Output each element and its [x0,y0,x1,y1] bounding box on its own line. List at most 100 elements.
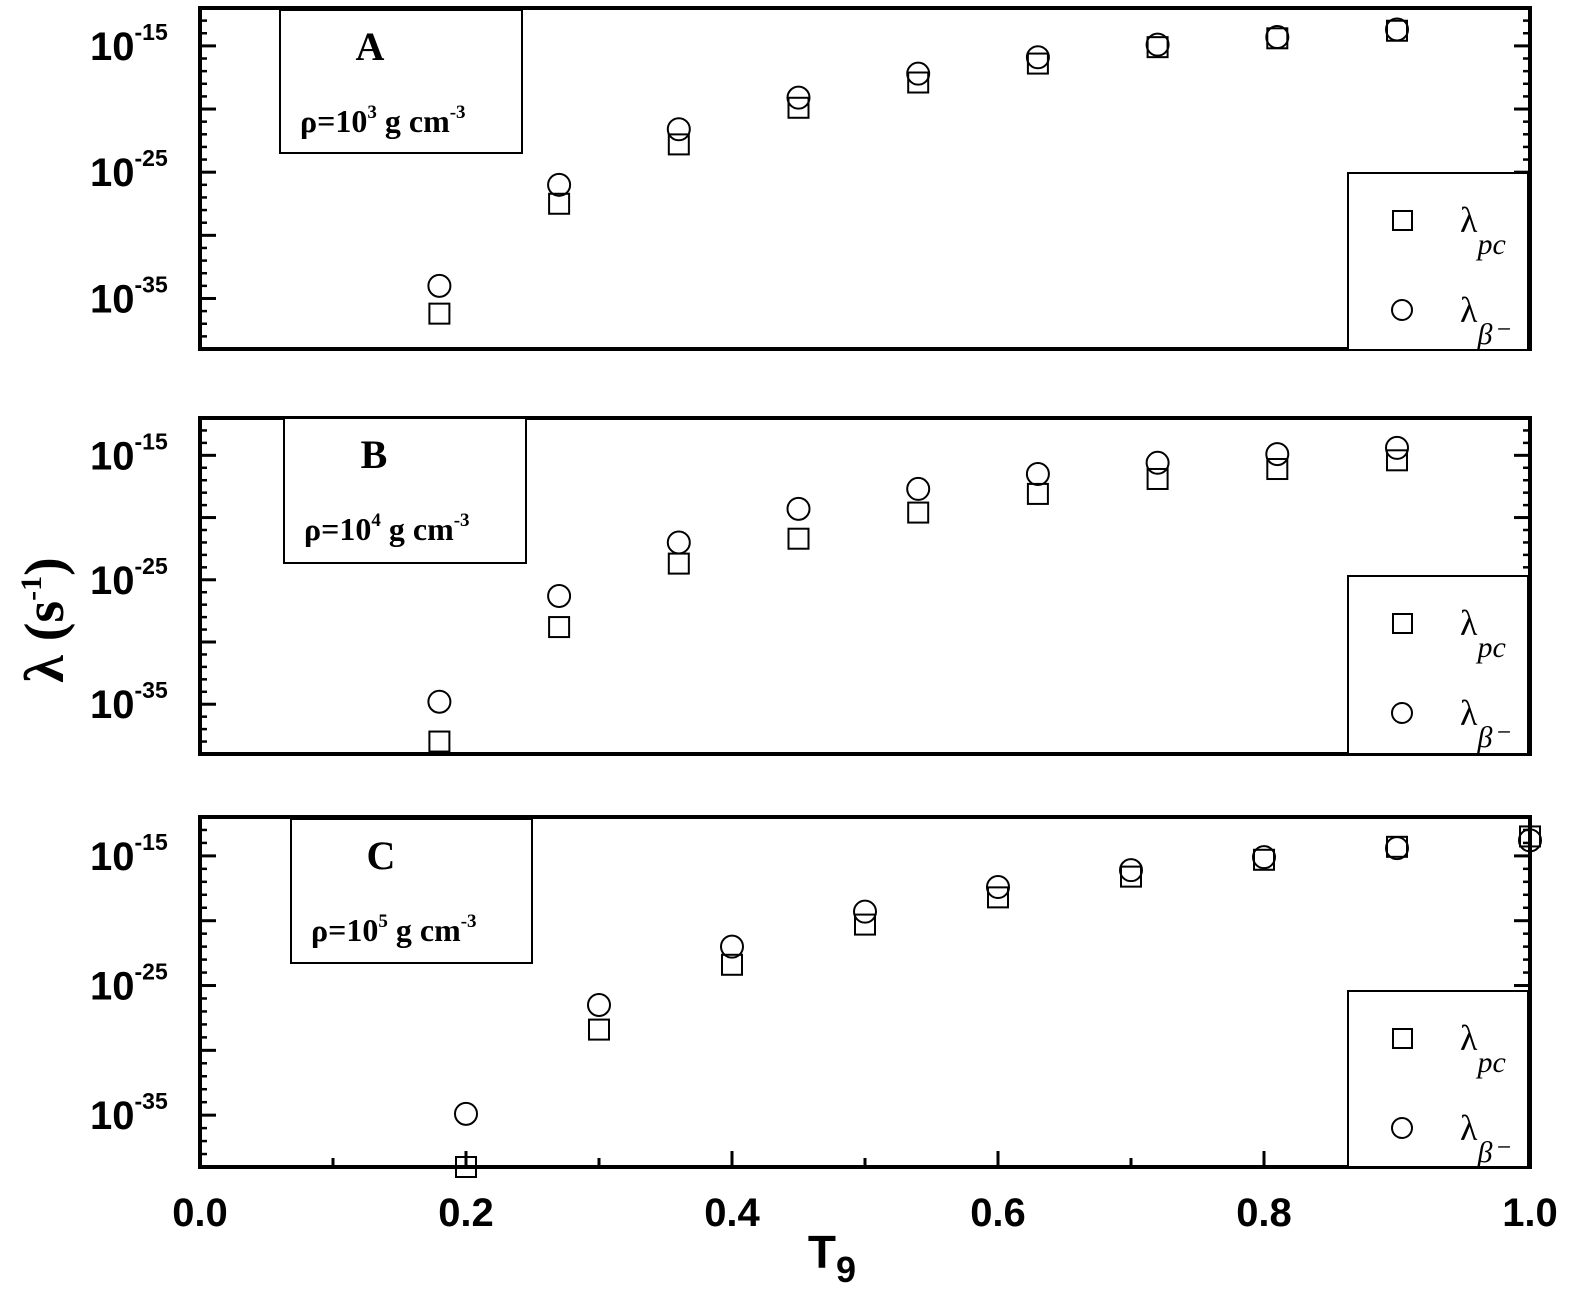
panel-label: C [367,833,396,878]
data-point-square [787,527,810,550]
y-tick-base: 10 [90,434,135,478]
data-point-square [721,953,743,976]
data-point-circle [1119,858,1143,883]
y-tick-label: 10-15 [90,829,168,879]
data-point-circle [454,1101,478,1126]
legend-label: λpc [1460,1018,1506,1079]
legend-symbol: λ [1460,290,1478,330]
data-point-circle [906,61,931,86]
density-base: ρ=10 [311,912,378,948]
x-tick-label: 0.6 [970,1191,1026,1235]
data-point-circle [786,85,811,110]
legend-symbol: λ [1460,693,1478,733]
data-point-square [1266,458,1289,481]
y-tick-label: 10-15 [90,19,168,69]
data-point-circle [547,583,572,608]
legend-box [1347,575,1529,755]
density-box [283,417,527,564]
y-tick-label: 10-35 [90,271,168,321]
density-unit-exponent: -3 [450,102,466,123]
legend-symbol: λ [1460,603,1478,643]
data-point-square [428,302,451,325]
density-label: ρ=104 g cm-3 [304,510,470,547]
density-unit-exponent: -3 [454,510,470,531]
data-point-circle [1385,17,1409,42]
data-point-square [455,1156,477,1178]
density-label: ρ=105 g cm-3 [311,911,477,948]
y-tick-base: 10 [90,683,135,727]
density-base: ρ=10 [300,103,367,139]
y-tick-exponent: -15 [135,19,168,45]
x-tick-label: 0.0 [172,1191,228,1235]
y-tick-label: 10-35 [90,677,168,727]
density-base: ρ=10 [304,511,371,547]
data-point-circle [906,476,931,501]
data-point-square [1120,865,1142,888]
data-point-circle [1145,32,1170,57]
data-point-square [548,616,571,639]
svg-text:T9: T9 [808,1226,856,1290]
y-tick-exponent: -35 [135,1088,168,1114]
data-point-circle [1385,836,1409,861]
y-tick-base: 10 [90,277,135,321]
legend-box [1347,990,1529,1168]
y-tick-base: 10 [90,151,135,195]
data-point-circle [1025,462,1050,486]
legend-symbol: λ [1460,1018,1478,1058]
density-exponent: 4 [371,510,381,531]
y-tick-exponent: -35 [135,677,168,703]
legend-label: λpc [1460,603,1506,664]
legend-circle-marker [1391,702,1413,724]
data-point-square [548,192,571,215]
data-point-square [1146,467,1169,490]
y-tick-exponent: -25 [135,145,168,171]
data-point-circle [1385,435,1409,460]
legend-subscript: β⁻ [1476,721,1510,754]
density-unit: g cm [388,912,461,948]
legend-circle-marker [1391,1117,1413,1139]
data-point-square [667,552,690,575]
data-point-square [667,133,690,156]
legend-square-marker [1392,613,1413,634]
y-axis-title: λ (s-1) [14,557,76,683]
plot-frame [198,6,1532,351]
y-tick-label: 10-15 [90,428,168,478]
data-point-square [987,886,1009,909]
data-point-square [588,1018,610,1041]
legend-subscript: pc [1475,631,1505,664]
y-tick-label: 10-25 [90,959,168,1009]
data-point-circle [427,689,452,714]
panel-label: A [356,24,385,69]
density-box [279,9,523,154]
data-point-circle [1252,845,1276,870]
y-tick-exponent: -15 [135,428,168,454]
data-point-circle [1265,25,1290,50]
data-point-circle [986,875,1010,899]
data-point-square [1386,449,1408,472]
data-point-square [907,71,930,94]
x-tick-label: 0.8 [1236,1191,1292,1235]
y-tick-label: 10-35 [90,1088,168,1138]
density-unit: g cm [377,103,450,139]
legend-box [1347,172,1529,351]
y-tick-base: 10 [90,559,135,603]
legend-subscript: pc [1475,1046,1505,1079]
legend-subscript: pc [1475,228,1505,261]
data-point-circle [1265,442,1290,467]
y-tick-base: 10 [90,835,135,879]
legend-square-marker [1392,210,1413,231]
legend-label: λβ⁻ [1460,1108,1510,1169]
legend-symbol: λ [1460,200,1478,240]
density-unit-exponent: -3 [461,911,477,932]
x-tick-label: 0.4 [704,1191,760,1235]
data-point-circle [1145,450,1170,475]
density-exponent: 3 [367,102,377,123]
data-point-square [854,913,876,936]
data-point-circle [1025,45,1050,70]
density-box [290,818,533,964]
data-point-circle [666,117,691,142]
y-tick-label: 10-25 [90,553,168,603]
y-tick-exponent: -25 [135,959,168,985]
